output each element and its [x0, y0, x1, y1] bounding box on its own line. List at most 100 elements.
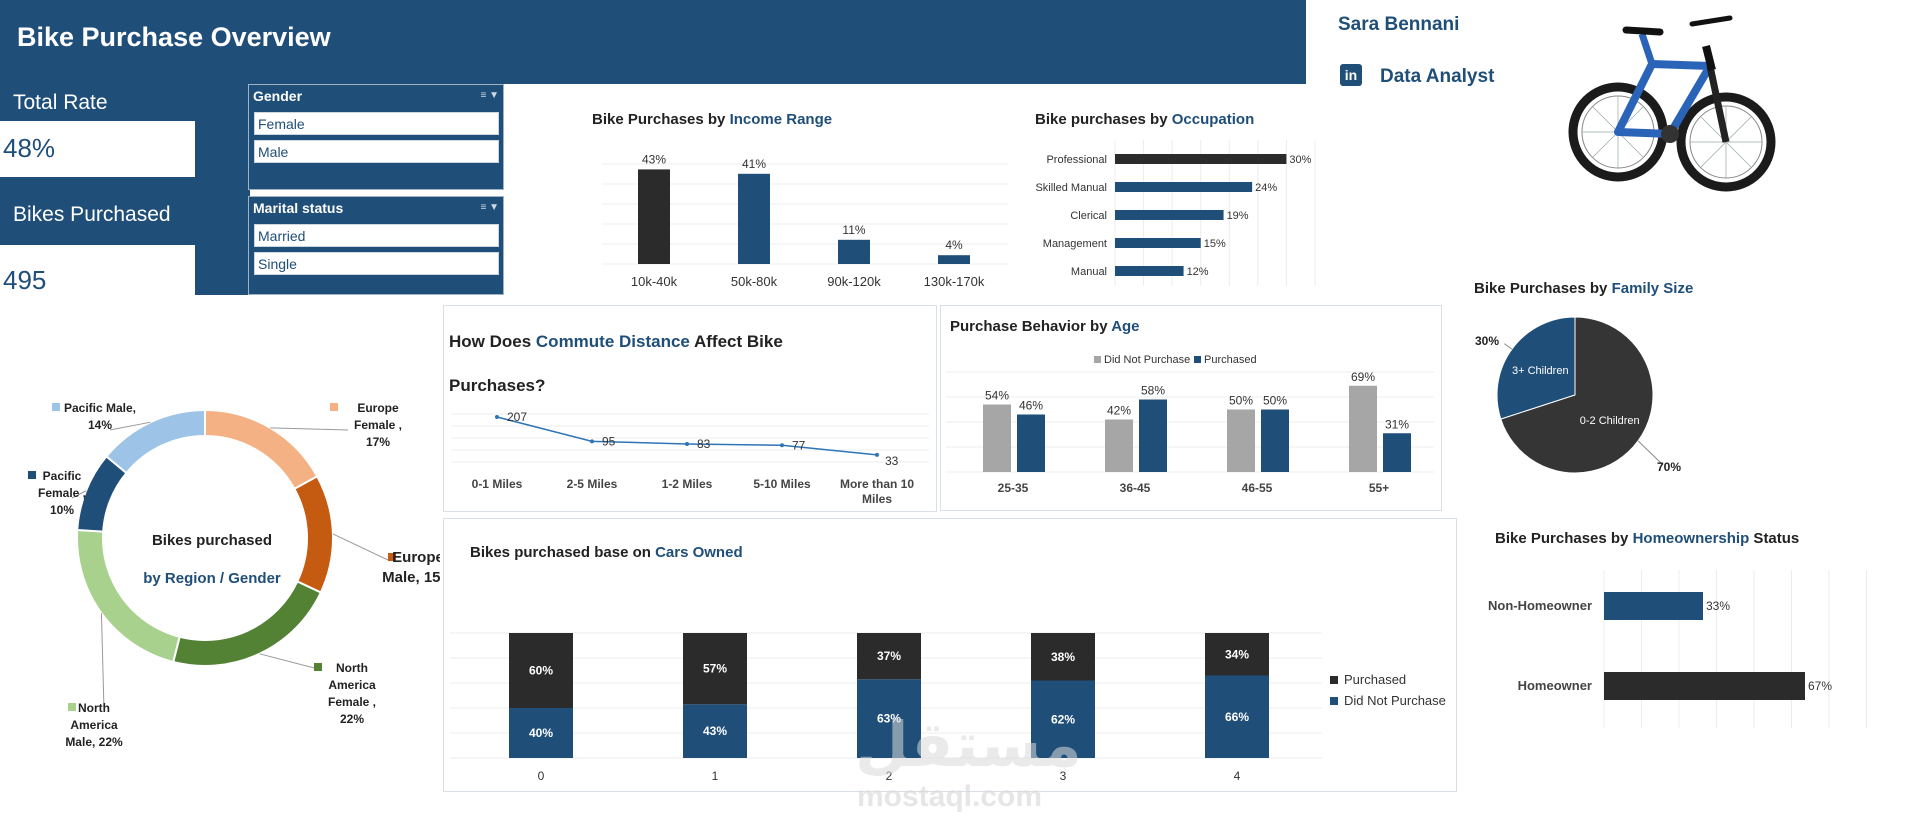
donut-center-title: Bikes purchased [151, 532, 273, 549]
tick-label: Management [1043, 238, 1107, 250]
cars-panel [443, 518, 1457, 792]
tick-label: 130k-170k [924, 274, 985, 289]
profile-role: Data Analyst [1380, 66, 1495, 87]
marital-slicer-title: Marital status [253, 200, 344, 216]
slicer-item-female[interactable]: Female [253, 111, 500, 136]
slicer-item-married[interactable]: Married [253, 223, 500, 248]
legend-swatch [52, 403, 60, 411]
data-label: 38% [1051, 650, 1075, 664]
data-label: 10% [50, 503, 74, 517]
kpi-spacer [195, 121, 250, 177]
tick-label: 4 [1234, 769, 1241, 783]
tick-label: Professional [1046, 154, 1107, 166]
bar-segment [1031, 680, 1095, 758]
bar [638, 169, 670, 264]
legend-label: Did Not Purchase [1344, 693, 1446, 708]
data-label: 17% [366, 435, 390, 449]
bar [1115, 238, 1201, 248]
data-label: 83 [697, 437, 711, 451]
occupation-chart-title: Bike purchases by Occupation [1035, 111, 1255, 128]
bar [938, 255, 970, 264]
data-label: 40% [529, 726, 553, 740]
tick-label: 36-45 [1120, 481, 1151, 495]
gender-slicer-title: Gender [253, 88, 303, 104]
tick-label: 46-55 [1242, 481, 1273, 495]
family-chart-title: Bike Purchases by Family Size [1474, 280, 1694, 297]
bar [1604, 672, 1805, 700]
tick-label: Manual [1071, 266, 1107, 278]
bar-segment [857, 633, 921, 680]
linkedin-icon[interactable]: in [1340, 64, 1362, 86]
bar [1261, 409, 1289, 472]
bar [1383, 433, 1411, 472]
commute-panel [443, 305, 937, 512]
tick-label: 1-2 Miles [662, 477, 713, 491]
bar [1115, 154, 1287, 164]
leader-line [259, 653, 323, 671]
bikes-purchased-label: Bikes Purchased [13, 203, 171, 226]
legend-swatch [68, 703, 76, 711]
bikes-purchased-value: 495 [3, 265, 47, 295]
data-label: 22% [340, 712, 364, 726]
legend-swatch [330, 403, 338, 411]
bar-segment [509, 708, 573, 758]
data-label: 70% [1657, 460, 1681, 474]
clear-filter-icon[interactable]: ≡ ▼ [480, 90, 499, 101]
data-label: 207 [507, 410, 527, 424]
leader-line [332, 533, 389, 561]
bar-segment [1205, 675, 1269, 758]
occupation-chart: Professional 30% Skilled Manual 24% Clerical… [1035, 140, 1316, 286]
page-title: Bike Purchase Overview [17, 22, 331, 52]
data-label: 66% [1225, 710, 1249, 724]
tick-label: 0-1 Miles [472, 477, 523, 491]
leader-line [109, 421, 151, 431]
bar [1105, 419, 1133, 472]
home-chart-title: Bike Purchases by Homeownership Status [1495, 530, 1800, 547]
income-chart: 43% 10k-40k 41% 50k-80k 11% 90k-120k 4% 130k-17… [602, 152, 1008, 289]
bar [1139, 399, 1167, 472]
data-label: 11% [842, 223, 865, 237]
data-label: Europe [392, 549, 440, 566]
tick-label: Non-Homeowner [1488, 598, 1592, 613]
leader-line [1504, 343, 1513, 350]
clear-filter-icon[interactable]: ≡ ▼ [480, 202, 499, 213]
bar [1115, 182, 1253, 192]
legend-swatch [28, 471, 36, 479]
bikes-purchased-tile [0, 177, 250, 245]
watermark-arabic: مستقل [855, 711, 1082, 780]
bar-segment [683, 633, 747, 705]
data-label: Male, 22% [65, 735, 123, 749]
pie-slice [1496, 316, 1576, 420]
total-rate-value: 48% [3, 133, 56, 163]
data-label: 37% [877, 649, 901, 663]
tick-label: 1 [712, 769, 719, 783]
profile-name: Sara Bennani [1338, 14, 1460, 35]
slicer-item-male[interactable]: Male [253, 139, 500, 164]
data-label: 63% [877, 712, 901, 726]
tick-label: 5-10 Miles [753, 477, 811, 491]
commute-chart: 207 0-1 Miles 95 2-5 Miles 83 1-2 Miles 77 5-10… [451, 410, 929, 506]
commute-chart-title: How Does Commute Distance Affect Bike Pur… [449, 332, 783, 395]
data-label: Female , [38, 486, 86, 500]
total-rate-tile [0, 84, 250, 121]
data-label: 24% [1255, 182, 1277, 194]
tick-label: 2-5 Miles [567, 477, 618, 491]
data-label: 69% [1351, 370, 1375, 384]
data-label: 30% [1289, 154, 1311, 166]
leader-line [71, 490, 87, 499]
tick-label: Clerical [1070, 210, 1107, 222]
tick-label: 55+ [1369, 481, 1389, 495]
slice-name: 3+ Children [1512, 365, 1569, 377]
legend-swatch [388, 553, 396, 561]
age-chart-title: Purchase Behavior by Age [950, 318, 1140, 335]
kpi-spacer-2 [195, 245, 250, 295]
tick-label: 25-35 [998, 481, 1029, 495]
slicer-item-single[interactable]: Single [253, 251, 500, 276]
bar-segment [1031, 633, 1095, 681]
bar [983, 404, 1011, 472]
bar [838, 239, 870, 264]
leader-line [100, 613, 105, 711]
data-label: 58% [1141, 384, 1165, 398]
tick-label: 2 [886, 769, 893, 783]
data-label: North [78, 701, 110, 715]
